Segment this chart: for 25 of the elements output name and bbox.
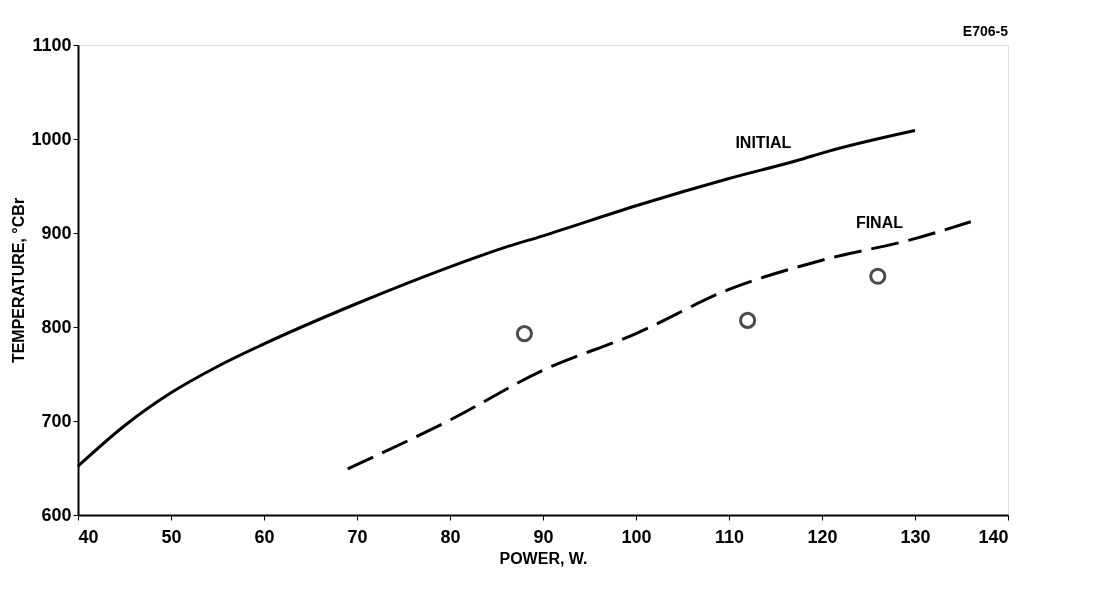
y-tick-label: 900	[41, 222, 72, 243]
x-tick-label: 140	[978, 526, 1009, 547]
y-tick-label: 1100	[32, 34, 72, 55]
x-tick-label: 50	[161, 526, 182, 547]
point	[739, 311, 757, 329]
point	[869, 267, 887, 285]
x-tick-label: 90	[533, 526, 554, 547]
point	[515, 325, 533, 343]
text: E706-5	[962, 23, 1009, 39]
y-tick-label: 800	[41, 316, 72, 337]
y-tick-label: 600	[41, 504, 72, 525]
x-tick-label: 100	[621, 526, 652, 547]
x-tick-label: 120	[807, 526, 838, 547]
x-tick-label: 70	[347, 526, 368, 547]
y-tick-label: 700	[41, 410, 72, 431]
x-tick-label: 130	[900, 526, 931, 547]
series-label: FINAL	[855, 213, 904, 231]
x-tick-label: 80	[440, 526, 461, 547]
x-tick-label: 110	[714, 526, 745, 547]
x-tick-label: 40	[78, 526, 99, 547]
x-tick-label: 60	[254, 526, 275, 547]
y-tick-label: 1000	[31, 128, 72, 149]
series-label: INITIAL	[735, 133, 792, 151]
x-axis-title: POWER, W.	[499, 549, 588, 567]
y-axis-title: TEMPERATURE, °CBr	[10, 197, 28, 364]
